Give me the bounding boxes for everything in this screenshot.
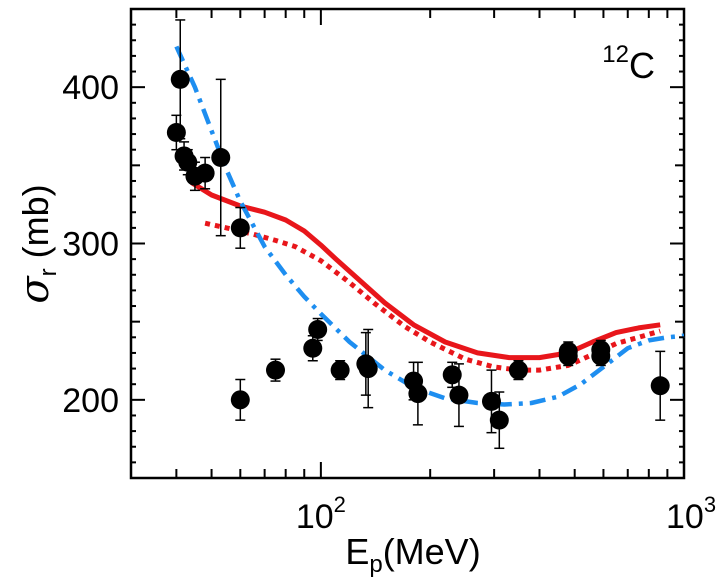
data-point <box>591 346 611 366</box>
y-tick-label: 300 <box>62 226 119 264</box>
data-point <box>442 365 462 385</box>
data-point <box>481 391 501 411</box>
data-point <box>408 384 428 404</box>
curve-dash-dot <box>174 45 685 407</box>
x-tick-base: 10 <box>296 498 334 536</box>
x-axis-label-sub: p <box>369 551 382 578</box>
data-point <box>230 218 250 238</box>
data-point <box>508 360 528 380</box>
axis-ticks <box>130 8 685 479</box>
x-tick-exponent: 3 <box>704 492 716 517</box>
data-point <box>558 346 578 366</box>
data-point <box>166 123 186 143</box>
data-point <box>308 319 328 339</box>
y-axis-label-sub: r <box>35 268 62 276</box>
data-point <box>330 360 350 380</box>
data-point <box>178 152 198 172</box>
data-point <box>195 163 215 183</box>
x-axis-label-rest: (MeV) <box>383 531 481 572</box>
x-tick-label: 102 <box>296 492 346 536</box>
plot-frame <box>129 7 686 480</box>
data-point <box>170 69 190 89</box>
data-point <box>230 390 250 410</box>
curve-dotted <box>204 220 661 373</box>
model-curves <box>174 45 685 407</box>
data-point <box>358 359 378 379</box>
element-annotation: 12C <box>602 41 655 86</box>
x-axis-label: Ep(MeV) <box>345 531 480 578</box>
x-tick-base: 10 <box>666 498 704 536</box>
element-symbol: C <box>629 45 655 86</box>
curve-solid <box>190 180 661 361</box>
x-tick-exponent: 2 <box>334 492 346 517</box>
y-tick-label: 200 <box>62 382 119 420</box>
data-point <box>211 148 231 168</box>
data-point <box>266 360 286 380</box>
data-point <box>650 376 670 396</box>
y-axis-label-main: σ <box>12 275 58 304</box>
data-point <box>303 338 323 358</box>
data-point <box>489 410 509 430</box>
data-points <box>166 69 670 430</box>
x-tick-label: 103 <box>666 492 716 536</box>
y-axis-label-rest: (mb) <box>15 184 56 268</box>
mass-number: 12 <box>602 41 629 68</box>
y-tick-label: 400 <box>62 69 119 107</box>
y-axis-label: σr (mb) <box>12 184 62 303</box>
data-point <box>449 385 469 405</box>
x-axis-label-main: E <box>345 531 369 572</box>
